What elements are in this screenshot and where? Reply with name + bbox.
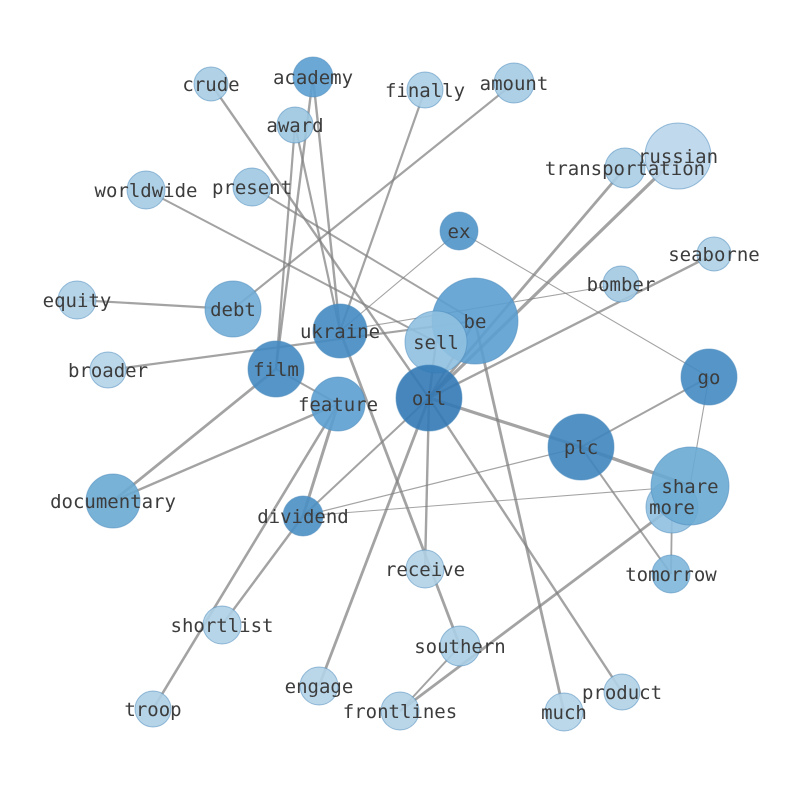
node-label-much: much [541,702,587,724]
edge-more-frontlines [399,505,673,713]
node-crude [193,66,229,102]
edge-crude-oil [210,83,430,399]
node-label-oil: oil [412,388,446,410]
edge-seaborne-oil [428,252,715,400]
node-label-shortlist: shortlist [171,615,274,637]
node-label-plc: plc [564,437,598,459]
node-go [680,348,738,406]
node-label-crude: crude [182,74,239,96]
node-label-ex: ex [448,221,471,243]
node-southern [439,625,481,667]
node-label-frontlines: frontlines [343,701,457,723]
node-label-finally: finally [385,80,465,102]
node-label-bomber: bomber [587,274,656,296]
node-plc [547,413,615,481]
node-academy [292,56,334,98]
node-label-debt: debt [210,299,256,321]
node-equity [57,280,97,320]
node-tomorrow [651,554,691,594]
node-debt [204,280,262,338]
node-label-engage: engage [285,676,354,698]
node-label-tomorrow: tomorrow [625,564,717,586]
node-feature [310,376,366,432]
node-product [603,673,641,711]
node-label-present: present [212,177,292,199]
node-label-share: share [661,476,718,498]
edge-award-film [274,124,297,370]
edge-documentary-film [112,367,277,503]
node-troop [134,690,172,728]
edge-much-be [473,320,566,713]
node-much [544,692,584,732]
node-transportation [604,147,646,189]
node-label-documentary: documentary [50,491,176,513]
node-label-academy: academy [273,67,353,89]
edge-ukraine-southern [338,330,462,647]
node-shortlist [202,605,242,645]
node-label-transportation: transportation [545,158,705,180]
edge-oil-engage [317,397,431,687]
edge-award-ukraine [293,124,342,332]
node-label-go: go [698,367,721,389]
node-documentary [85,473,141,529]
edge-worldwide-sell [145,189,437,343]
edge-ex-go [458,230,710,378]
node-bomber [602,265,640,303]
node-engage [299,666,339,706]
edge-documentary-feature [112,402,339,503]
node-dividend [282,495,324,537]
node-label-ukraine: ukraine [300,321,380,343]
node-label-troop: troop [124,699,181,721]
node-label-russian: russian [638,146,718,168]
node-label-seaborne: seaborne [668,244,760,266]
node-share [650,446,730,526]
node-label-be: be [464,311,487,333]
node-present [232,167,272,207]
node-label-award: award [266,115,323,137]
node-label-film: film [253,359,299,381]
node-ex [439,211,479,251]
node-receive [405,549,445,589]
node-label-equity: equity [43,290,112,312]
node-broader [89,351,127,389]
node-amount [493,62,535,104]
node-label-product: product [582,682,662,704]
node-label-receive: receive [385,559,465,581]
node-oil [395,364,463,432]
node-label-more: more [649,497,695,519]
node-frontlines [380,691,420,731]
node-russian [644,122,712,190]
edge-plc-dividend [302,446,582,517]
node-seaborne [696,236,732,272]
node-label-worldwide: worldwide [95,180,198,202]
node-label-dividend: dividend [257,506,349,528]
node-award [276,106,314,144]
edge-amount-debt [232,82,515,310]
node-label-broader: broader [68,360,148,382]
node-ukraine [312,303,368,359]
node-worldwide [126,170,166,210]
node-label-sell: sell [413,332,459,354]
node-label-feature: feature [298,394,378,416]
edge-shortlist-dividend [221,515,304,626]
node-film [247,340,305,398]
edge-feature-troop [151,403,340,710]
node-label-southern: southern [414,636,506,658]
node-finally [406,71,444,109]
node-label-amount: amount [480,73,549,95]
